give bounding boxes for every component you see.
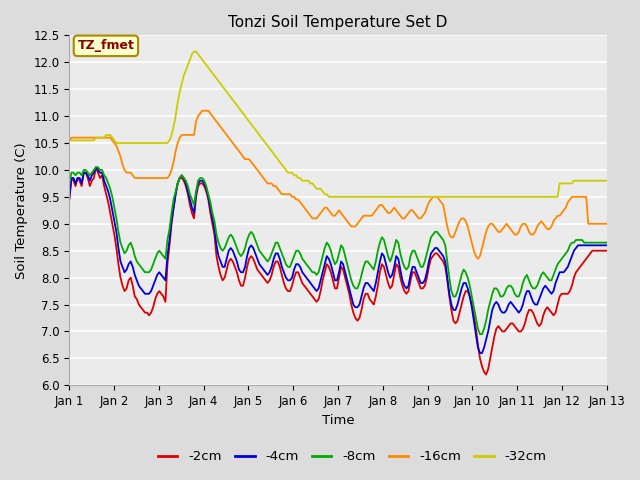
Y-axis label: Soil Temperature (C): Soil Temperature (C) (15, 142, 28, 279)
Legend: -2cm, -4cm, -8cm, -16cm, -32cm: -2cm, -4cm, -8cm, -16cm, -32cm (152, 445, 552, 468)
X-axis label: Time: Time (322, 414, 355, 427)
Text: TZ_fmet: TZ_fmet (77, 39, 134, 52)
Title: Tonzi Soil Temperature Set D: Tonzi Soil Temperature Set D (228, 15, 448, 30)
